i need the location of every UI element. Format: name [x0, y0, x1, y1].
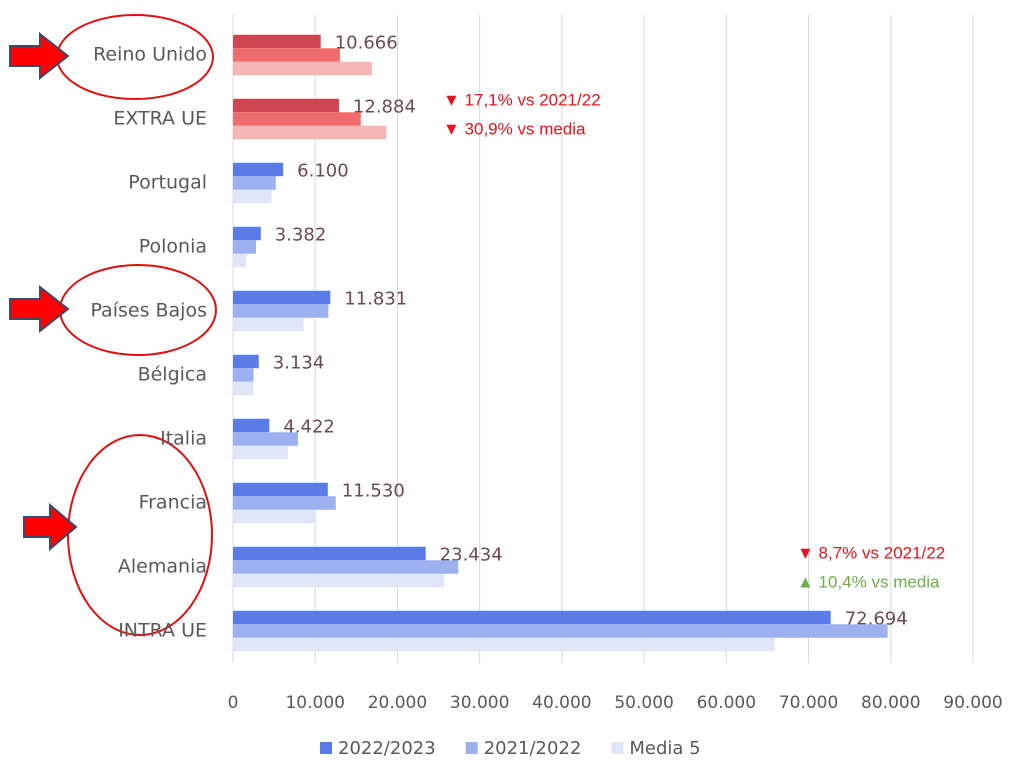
bar — [233, 381, 254, 396]
bar — [233, 226, 261, 241]
bar — [233, 290, 331, 305]
arrow — [9, 31, 70, 81]
bar — [233, 624, 888, 638]
bar — [233, 546, 426, 561]
arrow — [9, 284, 70, 334]
category-label: Portugal — [128, 172, 207, 194]
bar — [233, 317, 304, 332]
bar — [233, 432, 298, 446]
x-tick-label: 30.000 — [450, 693, 509, 713]
bar — [233, 610, 831, 625]
highlight-ellipse — [67, 434, 213, 636]
category-label: Reino Unido — [93, 44, 207, 66]
annotation: ▼ 30,9% vs media — [443, 119, 586, 138]
legend-label: 2022/2023 — [338, 738, 436, 759]
decorations — [9, 14, 217, 636]
x-tick-label: 90.000 — [943, 693, 1002, 713]
bar — [233, 98, 339, 113]
bar — [233, 509, 317, 524]
category-label: Francia — [139, 492, 207, 514]
bar — [233, 162, 284, 177]
category-label: Países Bajos — [90, 300, 207, 322]
bar — [233, 304, 329, 318]
bar — [233, 112, 361, 126]
value-label: 12.884 — [353, 97, 416, 118]
value-label: 3.382 — [275, 225, 327, 246]
bar — [233, 34, 321, 49]
bar — [233, 560, 459, 574]
bar — [233, 496, 336, 510]
bar — [233, 445, 289, 460]
x-tick-label: 10.000 — [285, 693, 344, 713]
x-tick-label: 0 — [228, 693, 239, 713]
bar — [233, 125, 387, 140]
legend-label: Media 5 — [629, 738, 700, 759]
category-label: Bélgica — [138, 364, 207, 386]
legend-swatch — [611, 742, 624, 754]
value-label: 11.530 — [342, 481, 405, 502]
value-label: 10.666 — [335, 33, 398, 54]
arrow — [23, 502, 78, 552]
legend-swatch — [465, 742, 478, 754]
bar — [233, 573, 445, 588]
bar — [233, 61, 372, 76]
x-tick-label: 60.000 — [697, 693, 756, 713]
legend-swatch — [320, 742, 332, 754]
annotation: ▼ 8,7% vs 2021/22 — [797, 543, 945, 562]
category-label: EXTRA UE — [113, 108, 207, 130]
category-label: Polonia — [139, 236, 207, 258]
bar — [233, 482, 328, 497]
value-label: 11.831 — [344, 289, 407, 310]
bar — [233, 176, 276, 190]
annotation: ▼ 17,1% vs 2021/22 — [443, 90, 601, 109]
bar — [233, 253, 247, 268]
x-tick-label: 50.000 — [614, 693, 673, 713]
value-label: 3.134 — [273, 353, 325, 374]
bar — [233, 368, 254, 382]
bar — [233, 48, 340, 62]
value-label: 6.100 — [297, 161, 349, 182]
x-tick-label: 40.000 — [532, 693, 591, 713]
legend-label: 2021/2022 — [484, 738, 582, 759]
x-tick-label: 80.000 — [861, 693, 920, 713]
category-label: Alemania — [118, 556, 207, 578]
bar — [233, 189, 272, 204]
bar — [233, 240, 257, 254]
annotation: ▲ 10,4% vs media — [797, 572, 940, 591]
bar — [233, 418, 270, 433]
bar — [233, 354, 259, 369]
category-label: INTRA UE — [118, 620, 207, 642]
x-tick-label: 20.000 — [368, 693, 427, 713]
x-tick-label: 70.000 — [779, 693, 838, 713]
bar — [233, 637, 775, 652]
category-label: Italia — [160, 428, 207, 450]
